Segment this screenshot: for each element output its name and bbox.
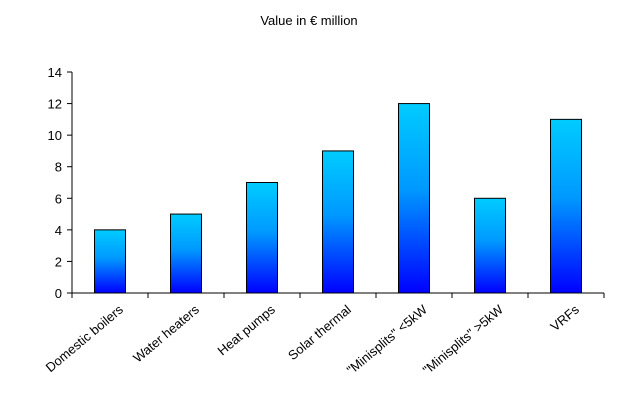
category-labels: Domestic boilers Water heaters Heat pumps S… bbox=[43, 301, 583, 377]
y-tick-label: 4 bbox=[55, 223, 62, 238]
bar bbox=[170, 213, 202, 294]
chart-title: Value in € million bbox=[260, 13, 357, 28]
x-axis bbox=[71, 292, 605, 298]
x-category-label: VRFs bbox=[547, 301, 582, 334]
y-tick-label: 10 bbox=[48, 128, 62, 143]
bar bbox=[474, 197, 506, 294]
bar bbox=[550, 118, 582, 294]
bar bbox=[398, 103, 430, 294]
x-category-label: Water heaters bbox=[130, 301, 202, 365]
x-category-label: "Minisplits" >5kW bbox=[420, 301, 507, 377]
y-tick-label: 8 bbox=[55, 160, 62, 175]
x-category-label: Solar thermal bbox=[285, 302, 354, 363]
bar bbox=[94, 229, 126, 294]
x-category-label: Domestic boilers bbox=[43, 301, 127, 375]
x-category-label: "Minisplits" <5kW bbox=[344, 301, 431, 377]
y-tick-label: 0 bbox=[55, 286, 62, 301]
bars-group bbox=[94, 103, 582, 294]
y-tick-label: 2 bbox=[55, 254, 62, 269]
y-tick-label: 14 bbox=[48, 65, 62, 80]
y-axis: 0 2 4 6 8 10 12 14 bbox=[48, 65, 73, 301]
x-category-label: Heat pumps bbox=[215, 301, 279, 358]
y-tick-label: 6 bbox=[55, 191, 62, 206]
bar bbox=[322, 150, 354, 294]
y-tick-label: 12 bbox=[48, 97, 62, 112]
bar bbox=[246, 182, 278, 294]
